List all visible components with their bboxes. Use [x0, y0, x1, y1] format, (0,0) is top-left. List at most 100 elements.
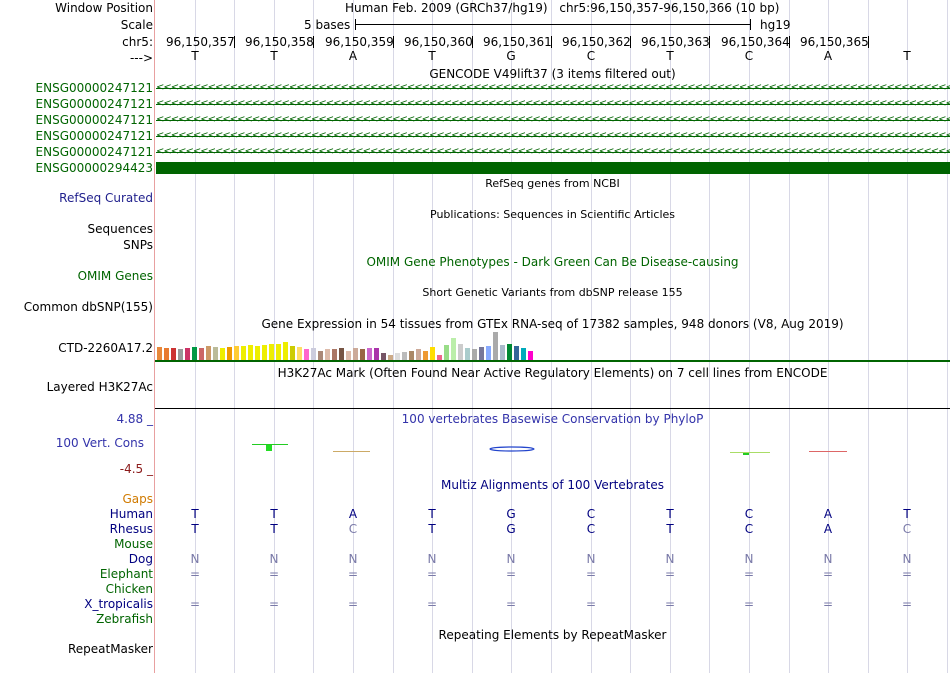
gtex-tissue-bar[interactable]: [507, 344, 512, 360]
gencode-item-label[interactable]: ENSG00000247121: [35, 145, 153, 159]
gtex-tissue-bar[interactable]: [458, 344, 463, 360]
gtex-tissue-bar[interactable]: [206, 346, 211, 360]
multiz-track-title[interactable]: Multiz Alignments of 100 Vertebrates: [440, 478, 665, 492]
species-label[interactable]: Zebrafish: [96, 612, 153, 626]
cons-track-title[interactable]: 100 vertebrates Basewise Conservation by…: [401, 412, 704, 426]
gtex-tissue-bar[interactable]: [367, 348, 372, 360]
gtex-tissue-bar[interactable]: [157, 347, 162, 360]
sequences-label[interactable]: Sequences: [87, 222, 153, 236]
refseq-label[interactable]: RefSeq Curated: [59, 191, 153, 205]
gtex-tissue-bar[interactable]: [500, 345, 505, 360]
gtex-tissue-bar[interactable]: [402, 352, 407, 360]
gtex-tissue-bar[interactable]: [164, 348, 169, 360]
gtex-tissue-bar[interactable]: [528, 351, 533, 360]
snps-label[interactable]: SNPs: [123, 238, 153, 252]
gencode-intron-line[interactable]: [156, 120, 950, 121]
cons-plot[interactable]: [155, 425, 950, 475]
omim-track-title[interactable]: OMIM Gene Phenotypes - Dark Green Can Be…: [366, 255, 739, 269]
gtex-tissue-bar[interactable]: [416, 349, 421, 360]
species-label[interactable]: Chicken: [105, 582, 153, 596]
gtex-tissue-bar[interactable]: [290, 346, 295, 360]
gtex-tissue-bar[interactable]: [227, 347, 232, 360]
gtex-tissue-bar[interactable]: [297, 347, 302, 360]
gtex-tissue-bar[interactable]: [255, 346, 260, 360]
gtex-tissue-bar[interactable]: [213, 347, 218, 360]
gtex-track-title[interactable]: Gene Expression in 54 tissues from GTEx …: [261, 317, 844, 331]
h3k27ac-label[interactable]: Layered H3K27Ac: [46, 380, 153, 394]
species-label[interactable]: Rhesus: [109, 522, 153, 536]
gtex-tissue-bar[interactable]: [444, 345, 449, 360]
gtex-tissue-bar[interactable]: [409, 351, 414, 360]
gtex-tissue-bar[interactable]: [269, 344, 274, 360]
gtex-tissue-bar[interactable]: [486, 346, 491, 360]
gtex-tissue-bar[interactable]: [479, 347, 484, 360]
gtex-tissue-bar[interactable]: [318, 351, 323, 360]
gencode-item-label[interactable]: ENSG00000247121: [35, 113, 153, 127]
gtex-tissue-bar[interactable]: [493, 332, 498, 360]
gtex-tissue-bar[interactable]: [353, 348, 358, 360]
gtex-tissue-bar[interactable]: [339, 348, 344, 360]
strand-label[interactable]: --->: [129, 51, 153, 65]
gencode-intron-line[interactable]: [156, 88, 950, 89]
gtex-tissue-bar[interactable]: [241, 346, 246, 360]
gtex-tissue-bar[interactable]: [234, 346, 239, 360]
gtex-gene-label[interactable]: CTD-2260A17.2: [58, 341, 153, 355]
gencode-track-title[interactable]: GENCODE V49lift37 (3 items filtered out): [429, 67, 676, 81]
rmsk-label[interactable]: RepeatMasker: [67, 642, 153, 656]
h3k27ac-track-title[interactable]: H3K27Ac Mark (Often Found Near Active Re…: [277, 366, 828, 380]
gtex-tissue-bar[interactable]: [185, 348, 190, 360]
gtex-tissue-bar[interactable]: [381, 353, 386, 360]
species-label[interactable]: X_tropicalis: [84, 597, 153, 611]
cons-label[interactable]: 100 Vert. Cons: [55, 436, 144, 450]
refseq-track-title[interactable]: RefSeq genes from NCBI: [485, 177, 620, 190]
gencode-exon-bar[interactable]: [156, 162, 950, 174]
gtex-tissue-bar[interactable]: [423, 351, 428, 360]
gencode-item-label[interactable]: ENSG00000247121: [35, 81, 153, 95]
gtex-tissue-bar[interactable]: [521, 348, 526, 360]
rmsk-track-title[interactable]: Repeating Elements by RepeatMasker: [438, 628, 667, 642]
gencode-item-label[interactable]: ENSG00000294423: [35, 161, 153, 175]
gtex-tissue-bar[interactable]: [276, 344, 281, 360]
gtex-tissue-bar[interactable]: [311, 348, 316, 360]
gencode-intron-line[interactable]: [156, 152, 950, 153]
gtex-tissue-bar[interactable]: [437, 355, 442, 360]
gtex-tissue-bar[interactable]: [192, 347, 197, 360]
gtex-tissue-bar[interactable]: [332, 349, 337, 360]
gtex-tissue-bar[interactable]: [325, 349, 330, 360]
species-label[interactable]: Human: [109, 507, 153, 521]
gtex-tissue-bar[interactable]: [346, 351, 351, 360]
omim-label[interactable]: OMIM Genes: [77, 269, 153, 283]
gaps-label[interactable]: Gaps: [122, 492, 153, 506]
dbsnp-label[interactable]: Common dbSNP(155): [23, 300, 153, 314]
gtex-tissue-bar[interactable]: [171, 348, 176, 360]
gtex-tissue-bar[interactable]: [430, 347, 435, 360]
label-divider: [154, 0, 155, 673]
gtex-bar-chart[interactable]: [157, 330, 537, 360]
gtex-tissue-bar[interactable]: [248, 345, 253, 360]
gtex-tissue-bar[interactable]: [262, 345, 267, 360]
gencode-intron-line[interactable]: [156, 136, 950, 137]
gtex-tissue-bar[interactable]: [395, 353, 400, 360]
gtex-tissue-bar[interactable]: [199, 348, 204, 360]
species-label[interactable]: Mouse: [114, 537, 153, 551]
species-label[interactable]: Elephant: [99, 567, 153, 581]
dbsnp-track-title[interactable]: Short Genetic Variants from dbSNP releas…: [422, 286, 683, 299]
species-label[interactable]: Dog: [128, 552, 153, 566]
gtex-tissue-bar[interactable]: [178, 349, 183, 360]
gtex-tissue-bar[interactable]: [465, 348, 470, 360]
gtex-tissue-bar[interactable]: [283, 342, 288, 360]
gtex-tissue-bar[interactable]: [374, 348, 379, 360]
grid-line: [472, 0, 473, 673]
gtex-tissue-bar[interactable]: [360, 349, 365, 360]
gencode-item-label[interactable]: ENSG00000247121: [35, 97, 153, 111]
gtex-tissue-bar[interactable]: [304, 349, 309, 360]
gtex-tissue-bar[interactable]: [451, 338, 456, 360]
gencode-item-label[interactable]: ENSG00000247121: [35, 129, 153, 143]
gencode-intron-line[interactable]: [156, 104, 950, 105]
gtex-tissue-bar[interactable]: [514, 346, 519, 360]
gtex-tissue-bar[interactable]: [472, 349, 477, 360]
gtex-tissue-bar[interactable]: [388, 355, 393, 360]
pubs-track-title[interactable]: Publications: Sequences in Scientific Ar…: [430, 208, 675, 221]
gtex-tissue-bar[interactable]: [220, 348, 225, 360]
